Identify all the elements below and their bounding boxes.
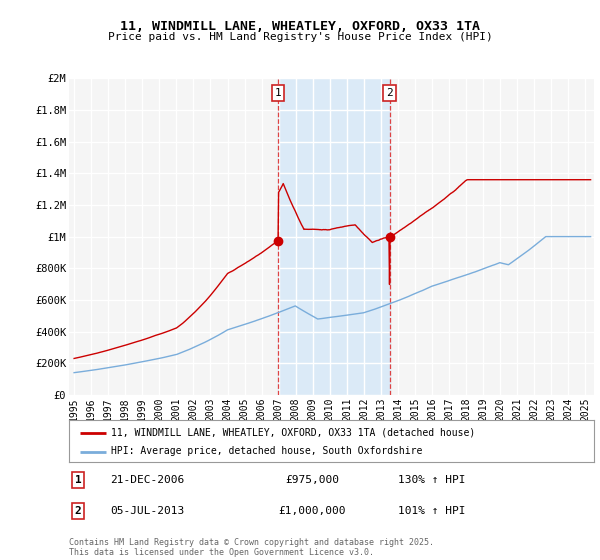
Text: 11, WINDMILL LANE, WHEATLEY, OXFORD, OX33 1TA: 11, WINDMILL LANE, WHEATLEY, OXFORD, OX3… [120,20,480,32]
Text: 11, WINDMILL LANE, WHEATLEY, OXFORD, OX33 1TA (detached house): 11, WINDMILL LANE, WHEATLEY, OXFORD, OX3… [111,428,475,437]
Bar [278,78,389,395]
Text: 21-DEC-2006: 21-DEC-2006 [110,475,184,485]
Text: 101% ↑ HPI: 101% ↑ HPI [398,506,466,516]
Text: 05-JUL-2013: 05-JUL-2013 [110,506,184,516]
Text: HPI: Average price, detached house, South Oxfordshire: HPI: Average price, detached house, Sout… [111,446,422,456]
Text: £975,000: £975,000 [285,475,339,485]
Text: 1: 1 [275,88,281,98]
Text: 2: 2 [74,506,82,516]
Text: Contains HM Land Registry data © Crown copyright and database right 2025.
This d: Contains HM Land Registry data © Crown c… [69,538,434,557]
Text: 2: 2 [386,88,393,98]
Text: 130% ↑ HPI: 130% ↑ HPI [398,475,466,485]
Text: £1,000,000: £1,000,000 [278,506,346,516]
Text: 1: 1 [74,475,82,485]
Text: Price paid vs. HM Land Registry's House Price Index (HPI): Price paid vs. HM Land Registry's House … [107,32,493,43]
